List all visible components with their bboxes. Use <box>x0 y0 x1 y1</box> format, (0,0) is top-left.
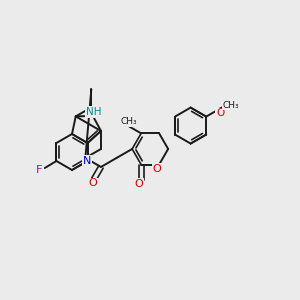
Text: F: F <box>36 165 42 175</box>
Text: NH: NH <box>86 107 102 117</box>
Text: O: O <box>153 164 161 173</box>
Text: O: O <box>135 179 143 189</box>
Text: CH₃: CH₃ <box>223 101 239 110</box>
Text: N: N <box>83 156 92 166</box>
Text: O: O <box>216 109 224 118</box>
Text: CH₃: CH₃ <box>121 117 137 126</box>
Text: O: O <box>88 178 97 188</box>
